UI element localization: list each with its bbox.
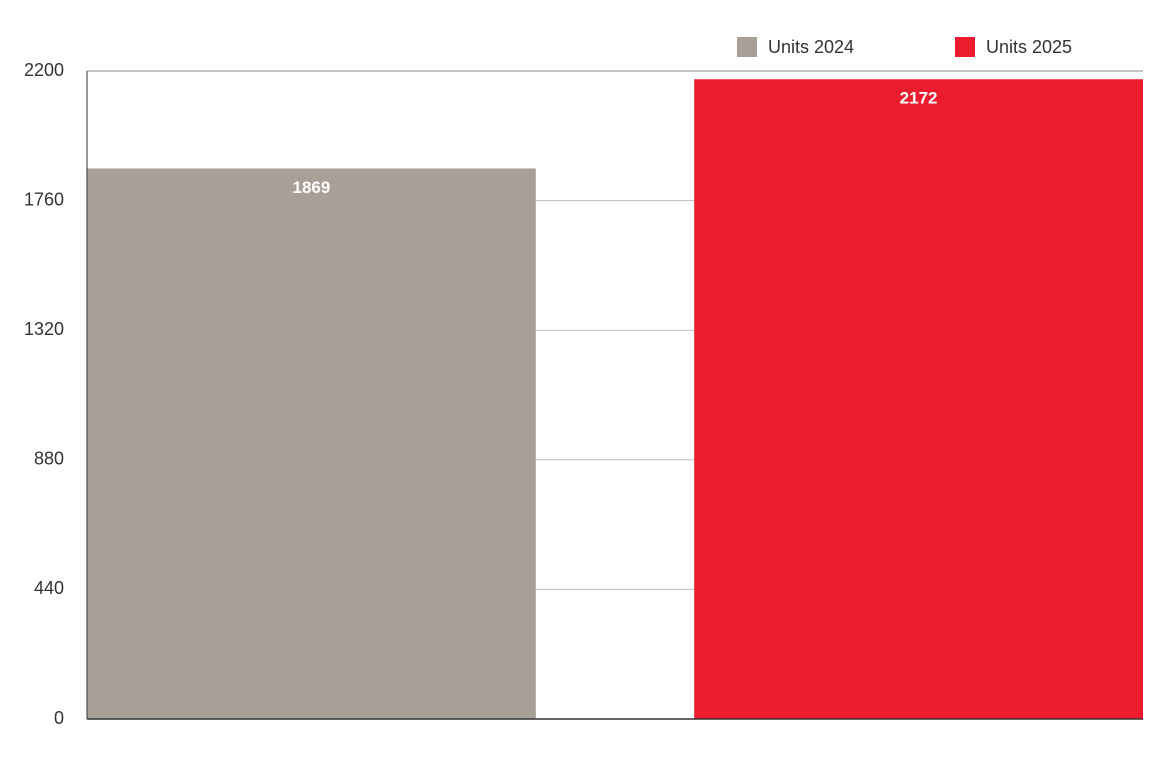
legend-swatch bbox=[737, 37, 757, 57]
value-label: 1869 bbox=[292, 178, 330, 197]
y-tick-label: 880 bbox=[34, 449, 64, 469]
y-tick-label: 440 bbox=[34, 578, 64, 598]
y-tick-label: 1320 bbox=[24, 319, 64, 339]
legend-label: Units 2024 bbox=[768, 37, 854, 57]
bar bbox=[694, 79, 1143, 720]
y-tick-label: 1760 bbox=[24, 189, 64, 209]
legend-swatch bbox=[955, 37, 975, 57]
bar bbox=[87, 168, 536, 719]
value-label: 2172 bbox=[900, 89, 938, 108]
y-tick-label: 2200 bbox=[24, 60, 64, 80]
legend-label: Units 2025 bbox=[986, 37, 1072, 57]
y-tick-label: 0 bbox=[54, 708, 64, 728]
